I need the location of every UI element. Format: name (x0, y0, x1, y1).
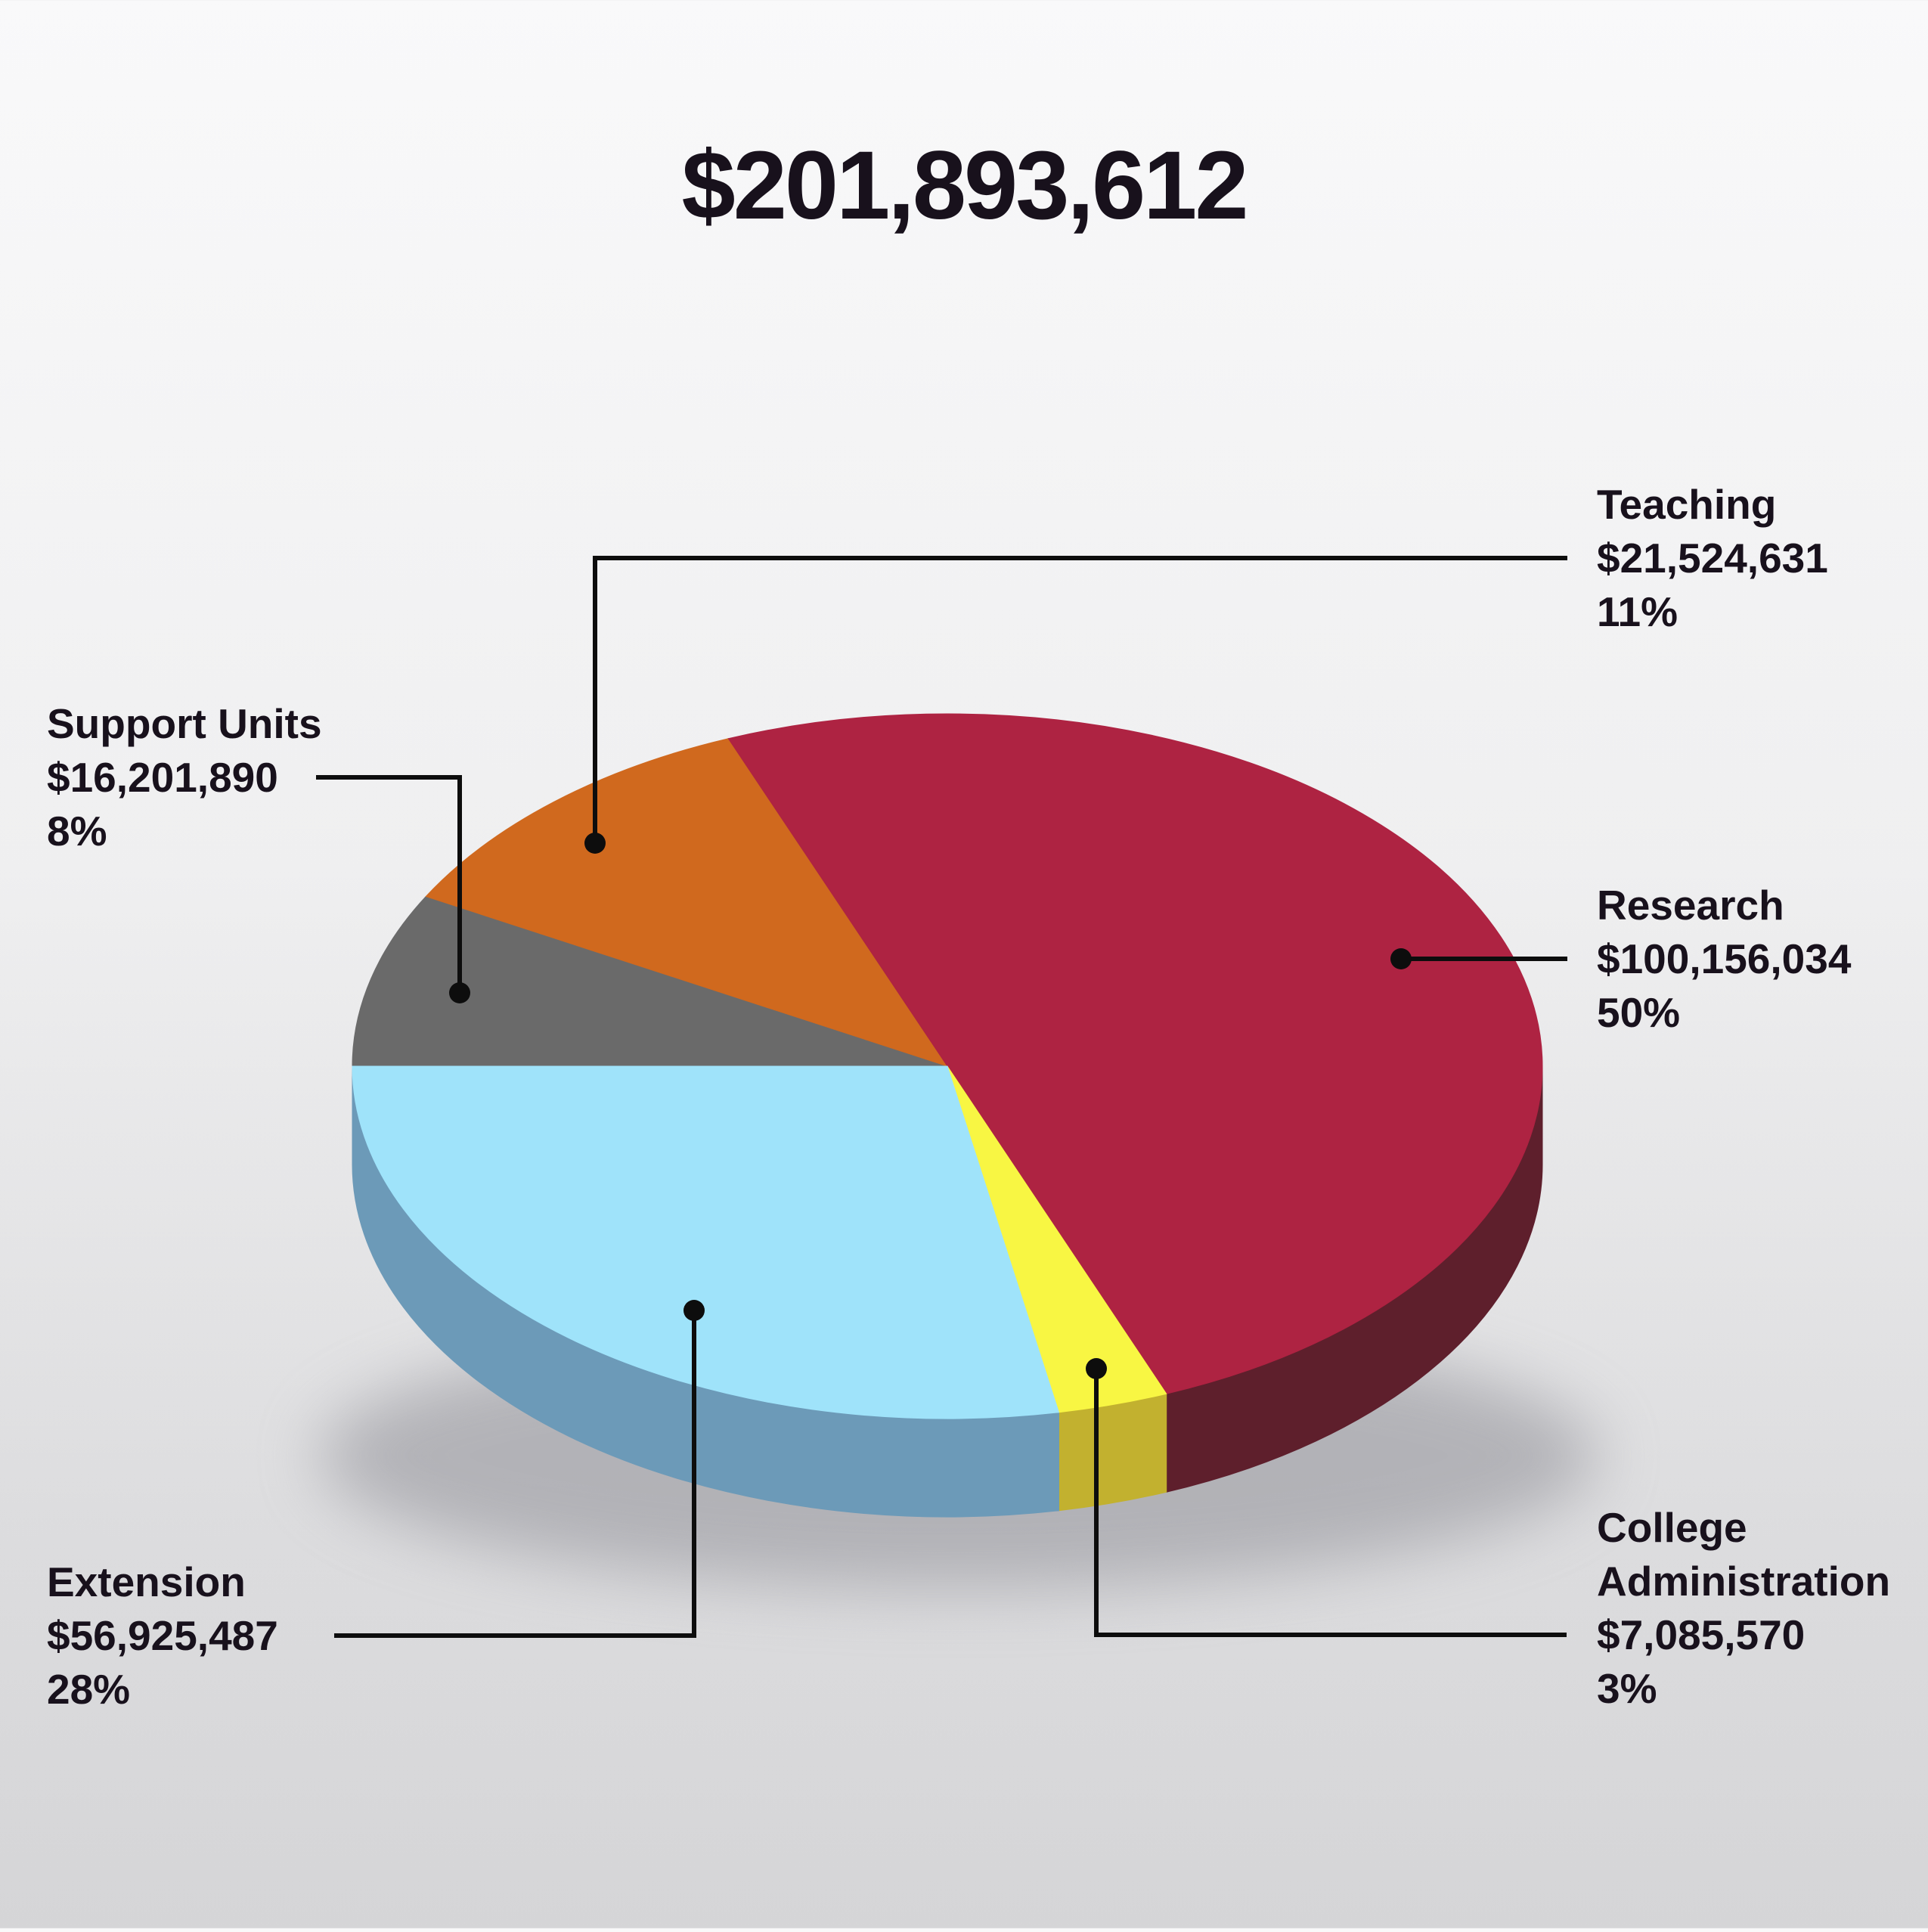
slice-label: Teaching (1597, 481, 1777, 528)
leader-dots (449, 833, 1412, 1379)
leader-dot-college (1086, 1358, 1107, 1379)
leader-dot-research (1390, 948, 1412, 969)
leader-line-teaching (593, 556, 1567, 843)
pie-slice-research (727, 713, 1543, 1394)
pie-side-college-administration (1058, 1393, 1167, 1512)
callout-extension: Extension $56,925,487 28% (47, 1555, 395, 1716)
leader-lines (316, 556, 1567, 1638)
pie-top-faces (352, 713, 1543, 1419)
callout-support-units: Support Units $16,201,890 8% (47, 697, 395, 858)
slice-percent: 28% (47, 1666, 131, 1713)
leader-line-support (316, 775, 462, 993)
slice-label: Extension (47, 1558, 246, 1605)
slice-amount: $56,925,487 (47, 1612, 278, 1659)
slice-label: Support Units (47, 700, 322, 747)
leader-dot-support (449, 982, 470, 1003)
slice-percent: 8% (47, 808, 107, 854)
slice-label: College Administration (1597, 1504, 1891, 1605)
leader-line-college (1094, 1369, 1567, 1637)
leader-dot-teaching (584, 833, 606, 854)
slice-percent: 50% (1597, 989, 1681, 1036)
slice-percent: 11% (1597, 588, 1678, 635)
chart-title: $201,893,612 (681, 132, 1249, 240)
callout-college-administration: College Administration $7,085,570 3% (1597, 1501, 1928, 1716)
leader-dot-extension (683, 1300, 705, 1321)
pie-slice-teaching (425, 738, 949, 1067)
callout-research: Research $100,156,034 50% (1597, 879, 1928, 1040)
slice-percent: 3% (1597, 1665, 1657, 1712)
slice-amount: $7,085,570 (1597, 1611, 1806, 1658)
pie-slice-support-units (352, 895, 948, 1067)
callout-teaching: Teaching $21,524,631 11% (1597, 478, 1928, 639)
slice-amount: $16,201,890 (47, 754, 278, 801)
slice-label: Research (1597, 882, 1784, 929)
pie-slice-extension (352, 1065, 1060, 1419)
leader-line-extension (334, 1310, 696, 1638)
slice-amount: $21,524,631 (1597, 535, 1828, 581)
slice-amount: $100,156,034 (1597, 935, 1852, 982)
